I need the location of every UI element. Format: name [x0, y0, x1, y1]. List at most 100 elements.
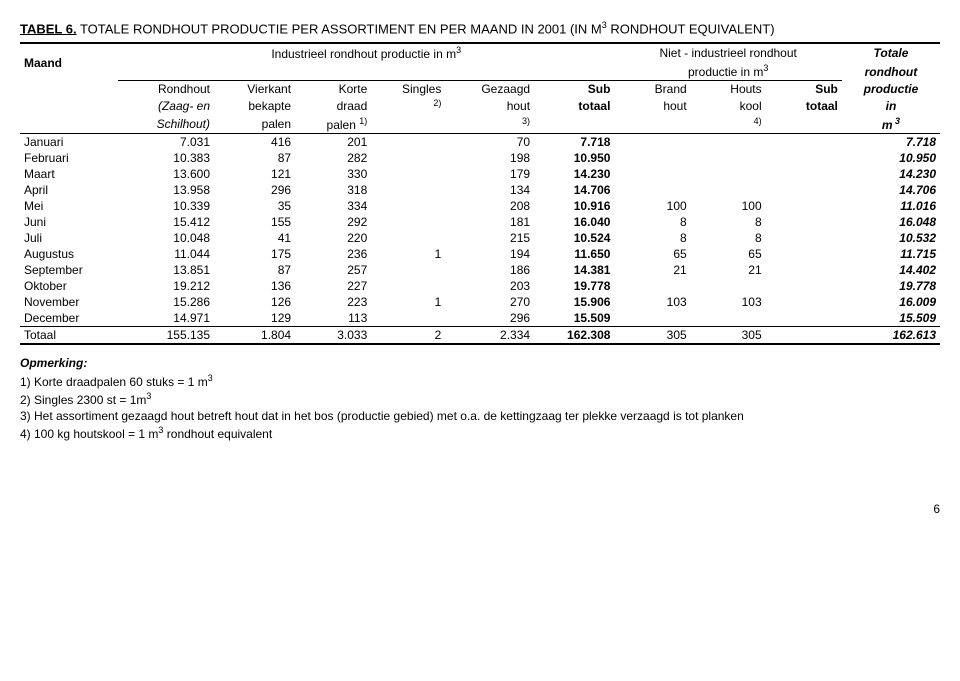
value-cell: 15.412: [118, 214, 214, 230]
value-cell: 416: [214, 134, 295, 151]
value-cell: 334: [295, 198, 371, 214]
value-cell: [371, 182, 445, 198]
value-cell: [766, 134, 842, 151]
title-text-2: RONDHOUT EQUIVALENT): [607, 21, 775, 36]
value-cell: [371, 198, 445, 214]
value-cell: [614, 166, 690, 182]
value-cell: [371, 150, 445, 166]
value-cell: 257: [295, 262, 371, 278]
value-cell: 19.212: [118, 278, 214, 294]
table-row: December14.97112911329615.50915.509: [20, 310, 940, 327]
value-cell: 236: [295, 246, 371, 262]
table-row: April13.95829631813414.70614.706: [20, 182, 940, 198]
value-cell: [766, 294, 842, 310]
value-cell: [691, 134, 766, 151]
note-2: 2) Singles 2300 st = 1m3: [20, 390, 940, 408]
table-row: November15.286126223127015.90610310316.0…: [20, 294, 940, 310]
value-cell: [614, 182, 690, 198]
value-cell: 8: [614, 214, 690, 230]
col-header-gezaagd: Gezaagd: [445, 81, 534, 98]
note-3: 3) Het assortiment gezaagd hout betreft …: [20, 408, 940, 424]
month-cell: Mei: [20, 198, 118, 214]
value-cell: [371, 278, 445, 294]
table-row: Maart13.60012133017914.23014.230: [20, 166, 940, 182]
value-cell: 21: [614, 262, 690, 278]
value-cell: 14.971: [118, 310, 214, 327]
value-cell: 175: [214, 246, 295, 262]
value-cell: 14.230: [534, 166, 614, 182]
value-cell: 10.950: [534, 150, 614, 166]
value-cell: 100: [614, 198, 690, 214]
value-cell: 7.718: [842, 134, 940, 151]
month-cell: April: [20, 182, 118, 198]
month-cell: November: [20, 294, 118, 310]
data-table: Maand Industrieel rondhout productie in …: [20, 42, 940, 345]
month-cell: Januari: [20, 134, 118, 151]
value-cell: 16.040: [534, 214, 614, 230]
value-cell: 318: [295, 182, 371, 198]
value-cell: 8: [691, 214, 766, 230]
col-header-houts: Houts: [691, 81, 766, 98]
value-cell: 103: [614, 294, 690, 310]
value-cell: 10.950: [842, 150, 940, 166]
value-cell: 198: [445, 150, 534, 166]
value-cell: 103: [691, 294, 766, 310]
value-cell: 129: [214, 310, 295, 327]
value-cell: 19.778: [842, 278, 940, 294]
month-cell: Juli: [20, 230, 118, 246]
col-header-rondhout-zaag: Rondhout: [118, 81, 214, 98]
value-cell: 201: [295, 134, 371, 151]
month-cell: Oktober: [20, 278, 118, 294]
table-row: Oktober19.21213622720319.77819.778: [20, 278, 940, 294]
value-cell: [614, 150, 690, 166]
table-row: September13.8518725718614.381212114.402: [20, 262, 940, 278]
value-cell: 11.016: [842, 198, 940, 214]
table-row: Juni15.41215529218116.0408816.048: [20, 214, 940, 230]
value-cell: [691, 150, 766, 166]
value-cell: 155: [214, 214, 295, 230]
value-cell: [766, 246, 842, 262]
total-row: Totaal 155.135 1.804 3.033 2 2.334 162.3…: [20, 327, 940, 345]
month-cell: December: [20, 310, 118, 327]
value-cell: [691, 182, 766, 198]
value-cell: [614, 134, 690, 151]
value-cell: [614, 310, 690, 327]
value-cell: 194: [445, 246, 534, 262]
value-cell: [371, 230, 445, 246]
table-row: Januari7.031416201707.7187.718: [20, 134, 940, 151]
value-cell: 134: [445, 182, 534, 198]
value-cell: 136: [214, 278, 295, 294]
value-cell: [766, 278, 842, 294]
table-row: Mei10.3393533420810.91610010011.016: [20, 198, 940, 214]
value-cell: 113: [295, 310, 371, 327]
title-label: TABEL 6.: [20, 21, 77, 36]
value-cell: 1: [371, 294, 445, 310]
month-cell: Februari: [20, 150, 118, 166]
value-cell: [766, 166, 842, 182]
title-text-1: TOTALE RONDHOUT PRODUCTIE PER ASSORTIMEN…: [77, 21, 602, 36]
value-cell: 10.532: [842, 230, 940, 246]
value-cell: 330: [295, 166, 371, 182]
value-cell: [766, 230, 842, 246]
value-cell: 11.650: [534, 246, 614, 262]
col-header-brand: Brand: [614, 81, 690, 98]
value-cell: 227: [295, 278, 371, 294]
table-row: Augustus11.044175236119411.650656511.715: [20, 246, 940, 262]
value-cell: 87: [214, 150, 295, 166]
value-cell: 10.383: [118, 150, 214, 166]
value-cell: 126: [214, 294, 295, 310]
notes-block: Opmerking: 1) Korte draadpalen 60 stuks …: [20, 355, 940, 442]
value-cell: 15.509: [842, 310, 940, 327]
value-cell: [371, 214, 445, 230]
value-cell: [766, 310, 842, 327]
value-cell: [371, 310, 445, 327]
value-cell: 203: [445, 278, 534, 294]
value-cell: [766, 182, 842, 198]
col-header-sub1: Sub: [534, 81, 614, 98]
col-header-korte: Korte: [295, 81, 371, 98]
value-cell: 14.402: [842, 262, 940, 278]
value-cell: [691, 278, 766, 294]
value-cell: 14.706: [534, 182, 614, 198]
value-cell: 292: [295, 214, 371, 230]
note-1: 1) Korte draadpalen 60 stuks = 1 m3: [20, 372, 940, 390]
